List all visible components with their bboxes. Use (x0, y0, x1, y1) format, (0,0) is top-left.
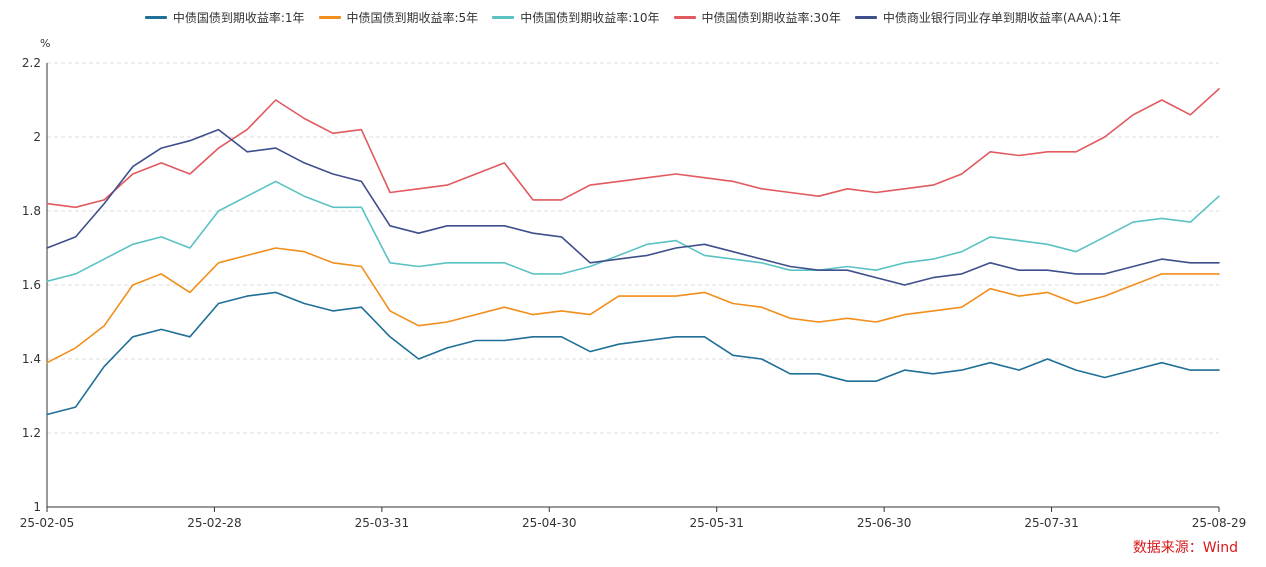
legend-label-series-5: 中债商业银行同业存单到期收益率(AAA):1年 (882, 11, 1122, 25)
y-tick-label: 1.6 (22, 278, 41, 292)
x-tick-label: 25-03-31 (355, 516, 409, 530)
y-tick-label: 1.4 (22, 352, 41, 366)
legend-label-series-1: 中债国债到期收益率:1年 (172, 11, 305, 25)
legend-swatch-series-4 (673, 16, 696, 19)
y-tick-label: 2 (33, 130, 41, 144)
legend-item-series-3[interactable]: 中债国债到期收益率:10年 (492, 9, 660, 26)
x-tick-label: 25-02-05 (20, 516, 74, 530)
y-tick-label: 2.2 (22, 56, 41, 70)
y-axis-unit-label: % (40, 37, 51, 50)
x-tick-label: 25-08-29 (1192, 516, 1246, 530)
series-line-2 (46, 247, 1220, 364)
chart-legend: 中债国债到期收益率:1年 中债国债到期收益率:5年 中债国债到期收益率:10年 … (0, 9, 1266, 26)
x-tick-label: 25-04-30 (522, 516, 576, 530)
legend-item-series-1[interactable]: 中债国债到期收益率:1年 (144, 9, 305, 26)
legend-item-series-5[interactable]: 中债商业银行同业存单到期收益率(AAA):1年 (854, 9, 1122, 26)
x-tick-label: 25-06-30 (857, 516, 911, 530)
x-tick-label: 25-07-31 (1024, 516, 1078, 530)
legend-item-series-4[interactable]: 中债国债到期收益率:30年 (673, 9, 841, 26)
x-tick-label: 25-02-28 (187, 516, 241, 530)
legend-label-series-4: 中债国债到期收益率:30年 (701, 11, 841, 25)
legend-swatch-series-2 (318, 16, 341, 19)
legend-label-series-2: 中债国债到期收益率:5年 (346, 11, 479, 25)
legend-label-series-3: 中债国债到期收益率:10年 (520, 11, 660, 25)
data-source-label: 数据来源：Wind (1132, 540, 1238, 556)
series-line-1 (46, 291, 1220, 416)
series-line-5 (46, 128, 1220, 286)
legend-swatch-series-1 (144, 16, 167, 19)
legend-item-series-2[interactable]: 中债国债到期收益率:5年 (318, 9, 479, 26)
x-tick-label: 25-05-31 (689, 516, 743, 530)
y-tick-label: 1.8 (22, 204, 41, 218)
y-tick-label: 1.2 (22, 426, 41, 440)
y-tick-label: 1 (33, 500, 41, 514)
legend-swatch-series-5 (854, 16, 877, 19)
legend-swatch-series-3 (492, 16, 515, 19)
series-line-3 (46, 180, 1220, 283)
series-line-4 (46, 88, 1220, 209)
